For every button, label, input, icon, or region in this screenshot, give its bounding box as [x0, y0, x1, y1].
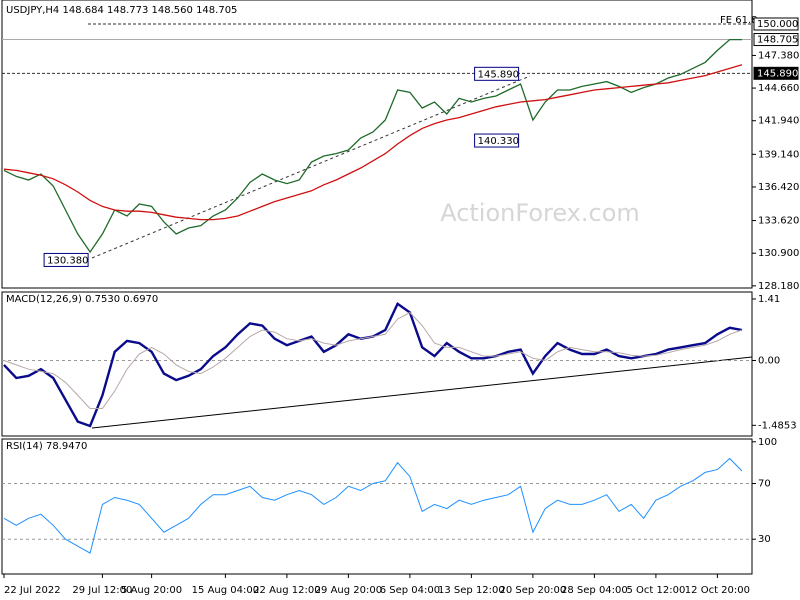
- callout-label: 130.380: [47, 255, 88, 266]
- price-title: USDJPY,H4 148.684 148.773 148.560 148.70…: [6, 5, 237, 16]
- watermark: ActionForex.com: [440, 199, 640, 227]
- y-tick-label: -1.4853: [758, 420, 797, 431]
- series-line: [3, 311, 743, 409]
- price-label: 145.890: [757, 68, 798, 79]
- y-tick-label: 130.900: [758, 248, 799, 259]
- y-tick-label: 70: [758, 479, 771, 490]
- x-tick-label: 22 Jul 2022: [4, 585, 61, 596]
- callout-label: 145.890: [478, 69, 519, 80]
- macd-trend-line: [91, 356, 753, 429]
- x-tick-label: 22 Aug 12:00: [253, 585, 320, 596]
- y-tick-label: 0.00: [758, 356, 780, 367]
- x-tick-label: 12 Oct 20:00: [685, 585, 750, 596]
- callout-label: 140.330: [478, 136, 519, 147]
- price-label-box: [753, 17, 799, 31]
- price-label-box: [753, 66, 799, 80]
- series-line: [3, 64, 743, 221]
- callout-box: [474, 66, 520, 81]
- panel-frame: [1, 0, 753, 289]
- callout-box: [43, 252, 89, 267]
- macd-title: MACD(12,26,9) 0.7530 0.6970: [6, 294, 158, 305]
- price-label-box: [753, 33, 799, 47]
- y-tick-label: 100: [758, 437, 777, 448]
- x-tick-label: 5 Oct 12:00: [626, 585, 685, 596]
- x-tick-label: 13 Sep 12:00: [438, 585, 505, 596]
- y-tick-label: 128.180: [758, 281, 799, 292]
- x-tick-label: 29 Aug 20:00: [315, 585, 382, 596]
- callout-box: [474, 133, 520, 148]
- x-tick-label: 15 Aug 04:00: [192, 585, 259, 596]
- x-tick-label: 20 Sep 20:00: [500, 585, 567, 596]
- panel-frame: [1, 291, 753, 437]
- x-tick-label: 28 Sep 04:00: [561, 585, 628, 596]
- y-tick-label: 133.620: [758, 216, 799, 227]
- price-label: 150.000: [757, 19, 798, 30]
- y-tick-label: 139.140: [758, 149, 799, 160]
- y-tick-label: 147.380: [758, 50, 799, 61]
- series-line: [3, 457, 743, 554]
- x-tick-label: 5 Aug 20:00: [121, 585, 182, 596]
- y-tick-label: 141.940: [758, 116, 799, 127]
- rsi-title: RSI(14) 78.9470: [6, 441, 87, 452]
- x-tick-label: 6 Sep 04:00: [380, 585, 440, 596]
- price-label: 148.705: [757, 35, 798, 46]
- y-tick-label: 144.660: [758, 83, 799, 94]
- y-tick-label: 136.420: [758, 182, 799, 193]
- panel-frame: [1, 438, 753, 575]
- trend-line: [91, 75, 531, 259]
- series-line: [3, 38, 742, 254]
- y-tick-label: 30: [758, 534, 771, 545]
- fe-label: FE 61.8: [720, 15, 758, 26]
- y-tick-label: 1.41: [758, 294, 780, 305]
- x-tick-label: 29 Jul 12:00: [72, 585, 132, 596]
